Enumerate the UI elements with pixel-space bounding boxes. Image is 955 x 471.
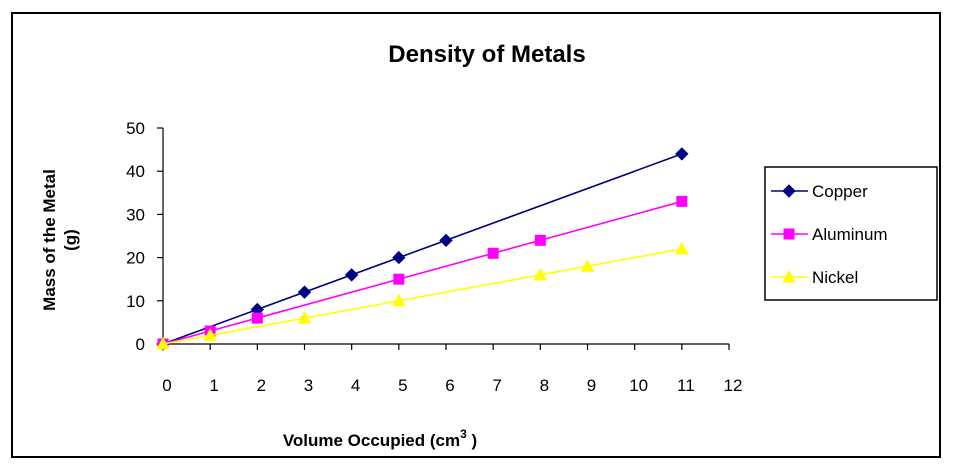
y-tick-label: 30 xyxy=(126,205,145,224)
x-tick-label: 5 xyxy=(398,376,407,395)
y-axis-title: Mass of the Metal (g) xyxy=(40,169,80,311)
copper-point xyxy=(392,250,406,265)
x-tick-label: 10 xyxy=(629,376,648,395)
legend-item-copper: Copper xyxy=(771,182,868,201)
legend-items: Copper Aluminum Nickel xyxy=(771,182,888,287)
y-axis-title-line2: (g) xyxy=(61,229,80,251)
copper-point xyxy=(439,233,453,248)
legend-marker xyxy=(782,269,796,283)
nickel-point xyxy=(533,267,548,281)
aluminum-point xyxy=(487,247,499,259)
nickel-point xyxy=(391,293,406,307)
copper-point xyxy=(675,147,689,161)
x-tick-label: 0 xyxy=(162,376,171,395)
legend-label: Nickel xyxy=(812,268,858,287)
y-tick-label: 10 xyxy=(126,292,145,311)
x-tick-label: 11 xyxy=(677,376,695,395)
aluminum-point xyxy=(251,312,263,324)
series-nickel xyxy=(156,241,689,350)
x-axis-title: Volume Occupied (cm3 ) xyxy=(283,427,477,450)
nickel-point xyxy=(203,328,218,341)
x-tick-label: 1 xyxy=(209,376,218,395)
x-tick-label: 2 xyxy=(257,376,266,395)
x-tick-label: 8 xyxy=(540,376,549,395)
y-axis-title-line1: Mass of the Metal xyxy=(40,169,59,311)
x-tick-label: 6 xyxy=(445,376,454,395)
legend-label: Copper xyxy=(812,182,868,201)
legend-item-aluminum: Aluminum xyxy=(771,225,888,244)
copper-line xyxy=(162,153,683,345)
legend: Copper Aluminum Nickel xyxy=(764,166,938,301)
series-copper xyxy=(156,147,689,351)
aluminum-line xyxy=(162,200,683,345)
x-tick-label: 12 xyxy=(724,376,743,395)
aluminum-point xyxy=(676,195,688,207)
nickel-point xyxy=(674,241,689,255)
x-tick-label: 4 xyxy=(351,376,360,395)
x-axis-title-tail: ) xyxy=(467,431,477,450)
series-layer xyxy=(156,147,689,351)
legend-marker xyxy=(783,228,795,240)
nickel-line xyxy=(162,248,682,345)
y-tick-label: 20 xyxy=(126,249,145,268)
legend-marker xyxy=(782,184,796,198)
y-tick-label: 0 xyxy=(136,335,145,354)
x-tick-label: 7 xyxy=(492,376,501,395)
x-tick-label: 3 xyxy=(304,376,313,395)
y-tick-label: 50 xyxy=(126,119,145,138)
copper-point xyxy=(344,268,359,282)
legend-item-nickel: Nickel xyxy=(771,268,858,287)
copper-point xyxy=(297,285,312,299)
series-aluminum xyxy=(157,195,688,350)
x-axis-title-main: Volume Occupied (cm xyxy=(283,431,460,450)
nickel-point xyxy=(297,311,312,324)
nickel-point xyxy=(156,336,170,350)
y-tick-label: 40 xyxy=(126,162,145,181)
nickel-point xyxy=(580,259,595,272)
chart-title: Density of Metals xyxy=(388,41,585,68)
x-axis-title-superscript: 3 xyxy=(460,427,467,441)
x-tick-label: 9 xyxy=(587,376,596,395)
legend-label: Aluminum xyxy=(812,225,888,244)
aluminum-point xyxy=(393,273,405,285)
aluminum-point xyxy=(534,234,546,246)
